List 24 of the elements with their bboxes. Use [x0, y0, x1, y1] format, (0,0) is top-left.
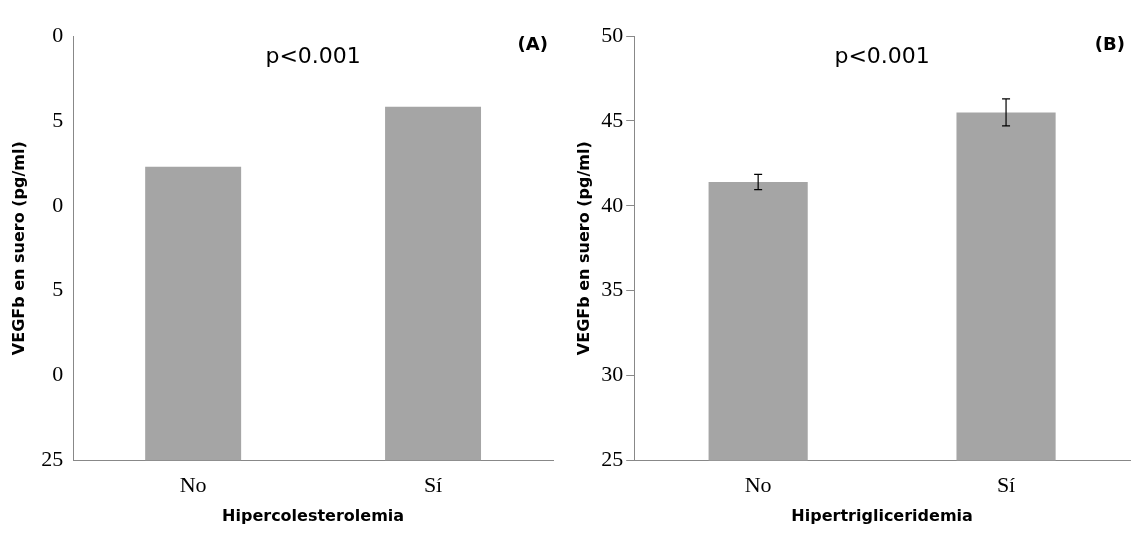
chart-title: (A) [517, 32, 548, 54]
y-tick-label: 35 [601, 276, 624, 302]
annotation: p<0.001 [834, 42, 930, 68]
chart-title: (B) [1094, 32, 1125, 54]
y-tick-label: 40 [601, 191, 624, 217]
x-axis-title: Hipercolesterolemia [222, 505, 405, 525]
y-tick-label: 25 [601, 446, 624, 472]
text: 0 [52, 361, 64, 387]
y-axis-title: VEGFb en suero (pg/ml) [8, 141, 28, 356]
y-tick-label: 45 [601, 106, 624, 132]
text: 0 [52, 191, 64, 217]
x-tick-label: No [744, 472, 772, 498]
text: 5 [52, 106, 64, 132]
x-tick-label: Sí [423, 472, 443, 498]
x-tick-label: No [179, 472, 207, 498]
x-tick-label: Sí [996, 472, 1016, 498]
y-tick-label: 30 [601, 361, 624, 387]
text: 5 [52, 276, 64, 302]
y-axis-title: VEGFb en suero (pg/ml) [573, 141, 593, 356]
y-tick-label: 50 [601, 21, 624, 47]
text: 0 [52, 21, 64, 47]
text: 25 [41, 446, 64, 472]
x-axis-title: Hipertrigliceridemia [791, 505, 973, 525]
text: p<0.001 [265, 42, 361, 68]
